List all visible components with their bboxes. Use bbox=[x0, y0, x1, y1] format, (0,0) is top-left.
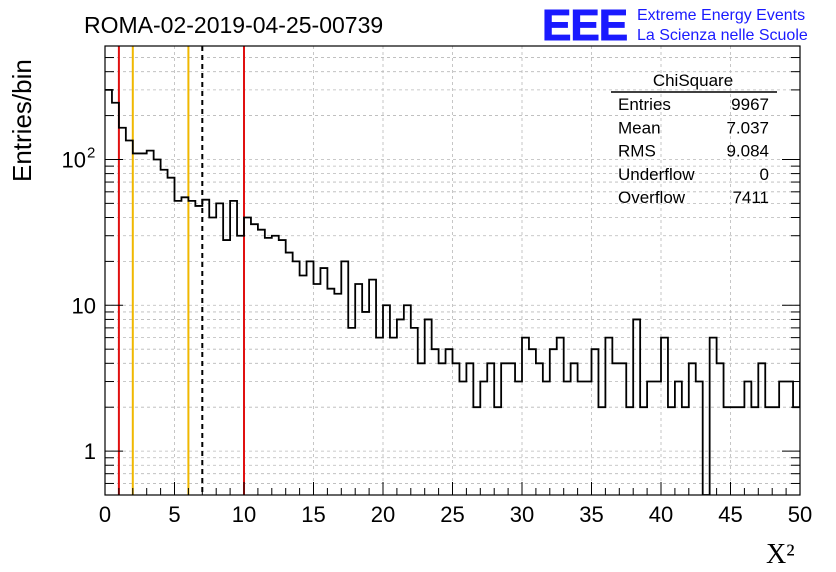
x-tick-label: 15 bbox=[301, 502, 325, 527]
x-tick-label: 25 bbox=[440, 502, 464, 527]
stats-row-label: Overflow bbox=[618, 188, 686, 207]
logo-text: EEE bbox=[542, 1, 627, 50]
stats-row-value: 9967 bbox=[731, 95, 769, 114]
y-tick-label: 1 bbox=[84, 439, 96, 464]
stats-row-value: 7.037 bbox=[726, 118, 769, 137]
x-tick-label: 5 bbox=[168, 502, 180, 527]
grid-lines bbox=[105, 45, 800, 496]
x-tick-label: 45 bbox=[718, 502, 742, 527]
x-axis: 0 5 10 15 20 25 30 35 40 45 50 bbox=[99, 482, 812, 527]
x-tick-label: 35 bbox=[579, 502, 603, 527]
histogram-series bbox=[105, 88, 800, 495]
y-tick-label-exponent: 2 bbox=[87, 144, 95, 161]
y-tick-label: 10 bbox=[62, 147, 86, 172]
eee-logo: EEE Extreme Energy Events La Scienza nel… bbox=[542, 1, 808, 51]
stats-row-label: Entries bbox=[618, 95, 671, 114]
stats-row-label: RMS bbox=[618, 142, 656, 161]
x-tick-label: 20 bbox=[371, 502, 395, 527]
stats-row-value: 9.084 bbox=[726, 142, 769, 161]
stats-row-label: Mean bbox=[618, 118, 661, 137]
y-tick-label: 10 bbox=[72, 293, 96, 318]
stats-row-label: Underflow bbox=[618, 165, 695, 184]
x-tick-label: 50 bbox=[788, 502, 812, 527]
logo-line-2: La Scienza nelle Scuole bbox=[637, 27, 808, 44]
stats-title: ChiSquare bbox=[653, 71, 733, 90]
stats-box: ChiSquare Entries 9967 Mean 7.037 RMS 9.084 Un… bbox=[611, 71, 777, 207]
vertical-markers bbox=[117, 46, 245, 495]
stats-row-value: 0 bbox=[760, 165, 769, 184]
run-title: ROMA-02-2019-04-25-00739 bbox=[84, 12, 383, 38]
stats-rows: Entries 9967 Mean 7.037 RMS 9.084 Underflow 0 Ov… bbox=[618, 95, 769, 207]
x-tick-label: 40 bbox=[649, 502, 673, 527]
x-tick-label: 10 bbox=[232, 502, 256, 527]
histogram-step-line bbox=[105, 88, 800, 495]
stats-row-value: 7411 bbox=[732, 188, 769, 207]
y-axis-label: Entries/bin bbox=[7, 59, 37, 182]
x-tick-label: 30 bbox=[510, 502, 534, 527]
logo-line-1: Extreme Energy Events bbox=[637, 7, 805, 24]
x-tick-label: 0 bbox=[99, 502, 111, 527]
x-axis-label: X² bbox=[766, 539, 795, 570]
